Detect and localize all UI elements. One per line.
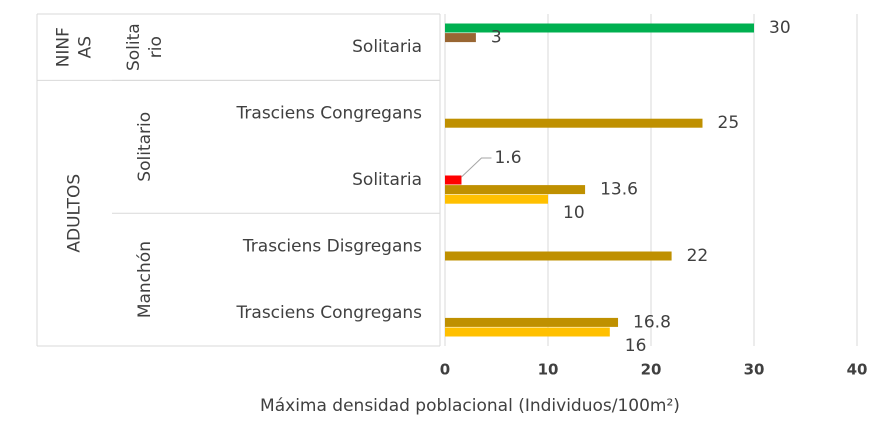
leader-line [461, 158, 491, 177]
category-label: Trasciens Disgregans [242, 236, 422, 256]
bar [445, 195, 548, 204]
value-label: 22 [687, 246, 709, 266]
category-label: Solitaria [352, 37, 422, 57]
bar [445, 176, 461, 185]
value-label: 30 [769, 18, 791, 38]
x-axis-title: Máxima densidad poblacional (Individuos/… [260, 396, 680, 416]
value-label: 25 [718, 113, 740, 133]
bar [445, 119, 703, 128]
value-label: 16.8 [633, 312, 671, 332]
group-label: Solitario [135, 112, 155, 182]
x-tick-label: 10 [538, 361, 559, 379]
x-tick-label: 0 [440, 361, 450, 379]
x-tick-label: 20 [641, 361, 662, 379]
x-tick-label: 40 [847, 361, 868, 379]
bar [445, 185, 585, 194]
category-label: Trasciens Congregans [236, 303, 423, 323]
group-label: ADULTOS [65, 174, 85, 253]
value-label: 13.6 [600, 180, 638, 200]
bar [445, 252, 672, 261]
bar [445, 33, 476, 42]
value-label: 1.6 [494, 148, 521, 168]
x-tick-label: 30 [744, 361, 765, 379]
value-label: 10 [563, 203, 585, 223]
value-label: 16 [625, 336, 647, 356]
bar [445, 328, 610, 337]
chart: Máxima densidad poblacional (Individuos/… [0, 0, 879, 424]
group-label: Manchón [135, 241, 155, 318]
value-label: 3 [491, 28, 502, 48]
category-label: Solitaria [352, 170, 422, 190]
category-label: Trasciens Congregans [236, 104, 423, 124]
bar [445, 318, 618, 327]
